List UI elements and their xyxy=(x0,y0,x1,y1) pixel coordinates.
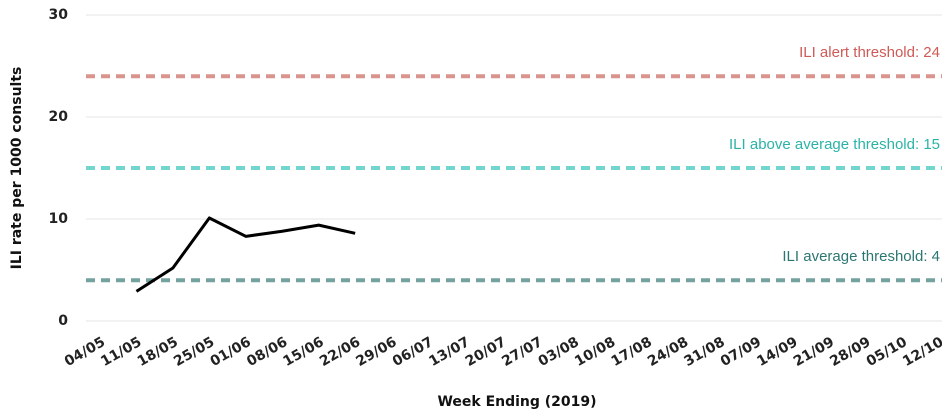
threshold-label: ILI alert threshold: 24 xyxy=(799,44,940,61)
x-tick-label: 12/10 xyxy=(900,334,942,370)
x-tick-label: 05/10 xyxy=(864,334,910,370)
y-tick-label: 30 xyxy=(49,7,69,23)
x-axis-title: Week Ending (2019) xyxy=(437,394,596,410)
x-tick-label: 21/09 xyxy=(791,334,837,370)
x-tick-label: 11/05 xyxy=(98,334,144,370)
x-tick-label: 25/05 xyxy=(171,334,217,370)
x-tick-label: 04/05 xyxy=(62,334,108,370)
y-tick-label: 0 xyxy=(58,313,68,329)
x-tick-label: 20/07 xyxy=(463,334,509,370)
threshold-label: ILI average threshold: 4 xyxy=(782,248,940,265)
data-line xyxy=(135,216,356,293)
x-tick-label: 13/07 xyxy=(426,334,472,370)
x-tick-label: 10/08 xyxy=(572,334,618,370)
x-tick-label: 31/08 xyxy=(681,334,727,370)
x-tick-label: 15/06 xyxy=(281,334,327,370)
x-tick-label: 28/09 xyxy=(827,334,873,370)
x-tick-label: 18/05 xyxy=(135,334,181,370)
threshold-label: ILI above average threshold: 15 xyxy=(729,136,940,153)
y-tick-label: 10 xyxy=(49,211,69,227)
x-tick-label: 24/08 xyxy=(645,334,691,370)
x-tick-label: 17/08 xyxy=(609,334,655,370)
x-tick-label: 03/08 xyxy=(536,334,582,370)
y-axis-title: ILI rate per 1000 consults xyxy=(9,67,25,270)
x-tick-label: 29/06 xyxy=(353,334,399,370)
x-tick-label: 14/09 xyxy=(754,334,800,370)
x-tick-label: 06/07 xyxy=(390,334,436,370)
x-tick-label: 27/07 xyxy=(499,334,545,370)
x-tick-label: 07/09 xyxy=(718,334,764,370)
y-tick-label: 20 xyxy=(49,109,69,125)
x-tick-label: 08/06 xyxy=(244,334,290,370)
x-tick-label: 01/06 xyxy=(208,334,254,370)
x-tick-label: 22/06 xyxy=(317,334,363,370)
